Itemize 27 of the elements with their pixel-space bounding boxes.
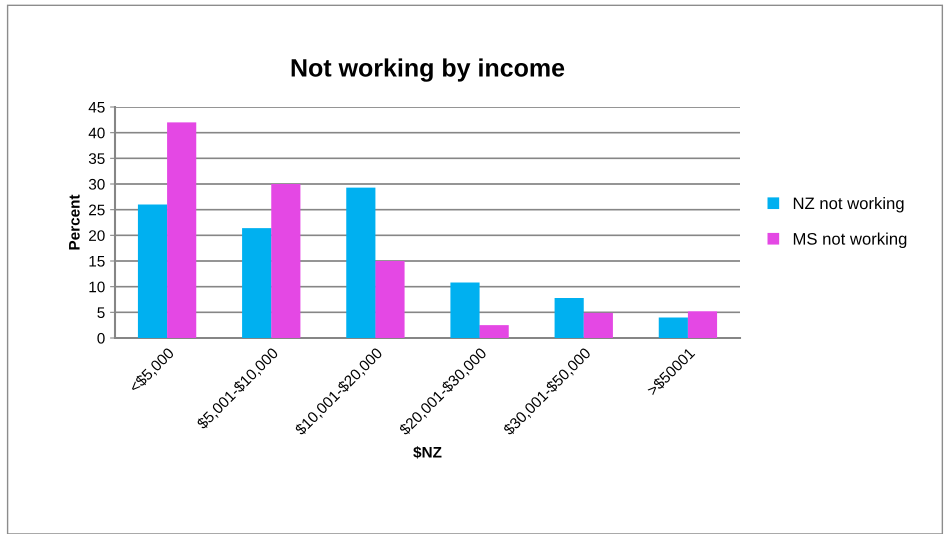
- bar: [167, 122, 196, 338]
- y-tick-label: 35: [88, 153, 105, 164]
- bar: [242, 228, 272, 338]
- y-tick-label: 15: [89, 256, 105, 267]
- bar: [271, 184, 300, 338]
- bar: [450, 282, 480, 338]
- bar: [138, 204, 168, 338]
- y-tick-label: 45: [88, 102, 105, 113]
- legend-label: MS not working: [794, 232, 906, 248]
- y-tick-label: 40: [88, 128, 105, 138]
- y-axis-title: Percent: [69, 194, 80, 250]
- chart-title: Not working by income: [292, 58, 564, 82]
- y-tick-label: 25: [89, 204, 105, 216]
- y-tick-label: 5: [97, 307, 105, 318]
- bar: [554, 298, 584, 338]
- legend-label: NZ not working: [794, 196, 904, 212]
- y-tick-label: 20: [89, 230, 105, 242]
- y-tick-label: 10: [89, 282, 105, 292]
- bar: [375, 261, 405, 338]
- y-tick-label: 30: [88, 178, 105, 190]
- bar: [658, 317, 688, 338]
- bar: [346, 188, 376, 338]
- bar: [688, 311, 718, 338]
- bar: [584, 312, 613, 338]
- bar: [480, 325, 509, 338]
- x-axis-title: $NZ: [413, 446, 442, 459]
- y-tick-label: 0: [97, 332, 105, 344]
